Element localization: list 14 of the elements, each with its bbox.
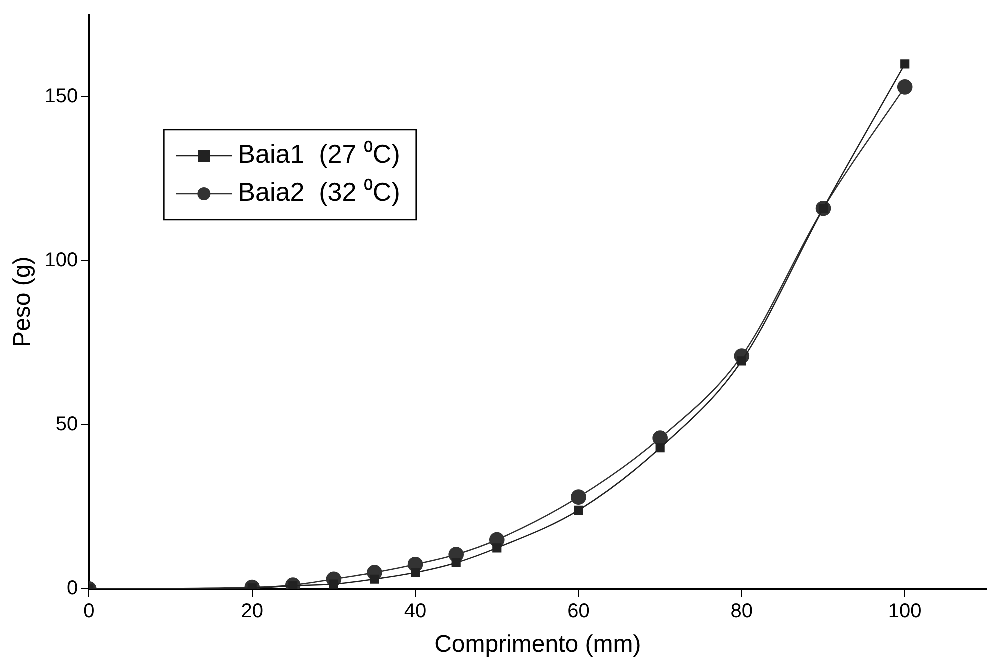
y-tick-label: 150	[44, 86, 78, 108]
x-tick-label: 20	[241, 600, 264, 623]
x-tick-label: 40	[404, 600, 427, 623]
x-tick-label: 0	[84, 600, 95, 623]
x-axis-title: Comprimento (mm)	[434, 631, 642, 658]
legend-label: Baia2 (32 ⁰C)	[238, 177, 400, 208]
legend-label: Baia1 (27 ⁰C)	[238, 139, 400, 170]
y-tick-label: 50	[56, 414, 78, 436]
y-tick-label: 0	[67, 578, 78, 600]
y-axis-title: Peso (g)	[9, 256, 36, 348]
x-tick-label: 100	[888, 600, 922, 623]
x-tick-label: 60	[568, 600, 590, 623]
x-tick-label: 80	[730, 600, 754, 623]
y-tick-label: 100	[44, 250, 78, 272]
